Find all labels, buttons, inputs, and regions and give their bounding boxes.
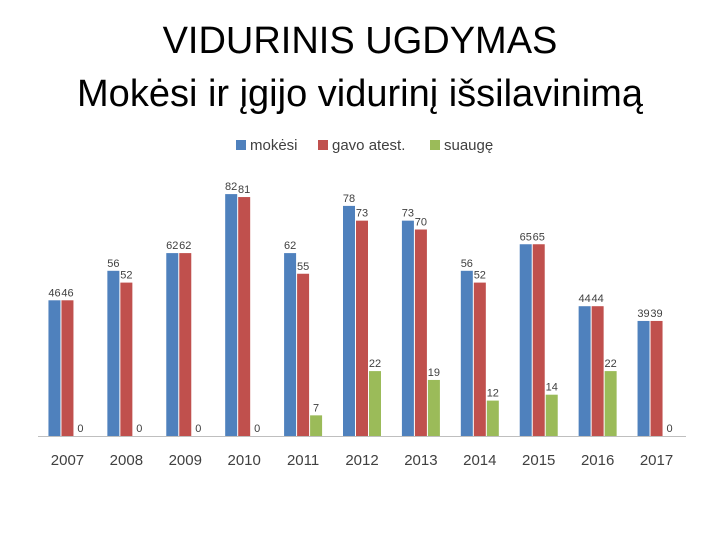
x-tick-2008: 2008 [110,452,143,469]
data-label-1-2012: 73 [356,208,368,220]
data-label-1-2016: 44 [592,293,604,305]
legend-swatch-1 [318,140,328,150]
bar-2-2016 [604,371,617,436]
x-tick-2017: 2017 [640,452,673,469]
bar-1-2014 [473,282,486,436]
x-tick-2009: 2009 [169,452,202,469]
bar-1-2012 [356,220,368,436]
x-tick-2016: 2016 [581,452,614,469]
data-label-2-2014: 12 [487,388,499,400]
data-label-1-2013: 70 [415,217,427,229]
bar-0-2015 [519,244,532,436]
bar-1-2016 [591,306,604,436]
bar-0-2008 [107,270,120,436]
bar-1-2017 [650,320,663,436]
data-label-0-2012: 78 [343,193,355,205]
data-label-1-2010: 81 [238,184,250,196]
bar-0-2010 [225,194,238,436]
data-label-2-2007: 0 [77,423,83,435]
page-title: VIDURINIS UGDYMAS [162,20,558,62]
bar-2-2012 [369,371,381,436]
data-label-1-2008: 52 [120,270,132,282]
bar-1-2015 [532,244,545,436]
bar-0-2017 [637,320,650,436]
bar-2-2011 [310,415,323,436]
bar-0-2011 [284,253,297,436]
x-tick-2012: 2012 [345,452,378,469]
data-label-0-2015: 65 [520,231,532,243]
legend-swatch-0 [236,140,246,150]
chart-bars [48,194,663,436]
data-label-0-2017: 39 [637,308,649,320]
data-label-2-2015: 14 [546,382,558,394]
x-tick-2013: 2013 [404,452,437,469]
legend-label-0: mokėsi [250,137,298,154]
x-tick-2007: 2007 [51,452,84,469]
data-label-1-2007: 46 [61,287,73,299]
data-label-0-2016: 44 [579,293,591,305]
bar-2-2015 [545,394,558,436]
legend-label-2: suaugę [444,137,493,154]
chart-legend: mokėsi gavo atest. suaugę [236,137,493,154]
data-label-0-2013: 73 [402,208,414,220]
data-label-0-2008: 56 [107,258,119,270]
data-label-2-2016: 22 [605,358,617,370]
data-label-2-2011: 7 [313,402,319,414]
bar-0-2007 [48,300,61,436]
page-subtitle: Mokėsi ir įgijo vidurinį išsilavinimą [77,73,643,115]
bar-0-2013 [401,220,414,436]
bar-2-2014 [486,400,499,436]
bar-0-2012 [343,205,355,436]
data-label-2-2017: 0 [666,423,672,435]
data-label-0-2009: 62 [166,240,178,252]
bar-1-2013 [414,229,427,436]
bar-1-2010 [238,197,251,436]
data-label-2-2013: 19 [428,367,440,379]
data-label-2-2009: 0 [195,423,201,435]
data-label-1-2017: 39 [650,308,662,320]
bar-0-2009 [166,253,179,436]
bar-1-2008 [120,282,133,436]
data-label-1-2009: 62 [179,240,191,252]
data-label-0-2007: 46 [48,287,60,299]
legend-label-1: gavo atest. [332,137,405,154]
x-tick-2011: 2011 [287,452,319,469]
x-tick-2014: 2014 [463,452,496,469]
data-label-1-2011: 55 [297,261,309,273]
bar-1-2007 [61,300,74,436]
data-label-0-2011: 62 [284,240,296,252]
data-label-1-2014: 52 [474,270,486,282]
data-label-2-2010: 0 [254,423,260,435]
data-label-0-2010: 82 [225,181,237,193]
data-label-0-2014: 56 [461,258,473,270]
bar-2-2013 [427,379,440,436]
bar-1-2009 [179,253,192,436]
data-label-2-2008: 0 [136,423,142,435]
data-label-1-2015: 65 [533,231,545,243]
bar-1-2011 [297,273,310,436]
bar-0-2014 [460,270,473,436]
data-label-2-2012: 22 [369,358,381,370]
bar-0-2016 [578,306,591,436]
x-axis-ticks: 2007 2008 2009 2010 2011 2012 2013 2014 2015 2016… [51,452,673,469]
legend-swatch-2 [430,140,440,150]
x-tick-2010: 2010 [227,452,260,469]
x-tick-2015: 2015 [522,452,555,469]
